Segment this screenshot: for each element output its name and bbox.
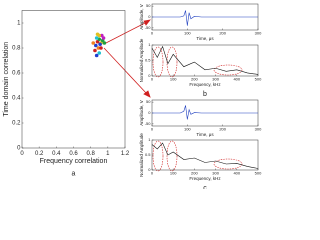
y-axis-label: Amplitude, V bbox=[139, 100, 144, 126]
x-tick-label: 400 bbox=[233, 77, 240, 82]
line bbox=[152, 105, 258, 120]
y-axis-label: Amplitude, V bbox=[139, 4, 144, 30]
y-tick-label: -50 bbox=[145, 25, 152, 30]
y-axis-label: Normalized Amplitude bbox=[139, 133, 144, 177]
point bbox=[94, 36, 99, 40]
x-tick-label: 300 bbox=[255, 31, 262, 36]
x-axis-label: Frequency correlation bbox=[40, 158, 108, 165]
y-tick-label: 0 bbox=[148, 110, 151, 115]
x-tick-label: 300 bbox=[212, 77, 219, 82]
y-tick-label: 0.5 bbox=[145, 58, 151, 63]
x-tick-label: 300 bbox=[212, 171, 219, 176]
plot-frame bbox=[21, 10, 126, 149]
x-tick-label: 0.2 bbox=[35, 151, 44, 157]
y-tick-label: 0 bbox=[17, 146, 21, 152]
y-axis-label: Time domain correlation bbox=[3, 42, 10, 117]
x-tick-label: 0.4 bbox=[52, 151, 61, 157]
x-tick-label: 200 bbox=[191, 171, 198, 176]
x-axis-label: Time, μs bbox=[196, 36, 214, 41]
x-tick-label: 0.8 bbox=[86, 151, 95, 157]
y-tick-label: 50 bbox=[146, 99, 151, 104]
point bbox=[97, 33, 102, 38]
point bbox=[101, 36, 106, 40]
x-tick-label: 500 bbox=[255, 171, 262, 176]
x-tick-label: 0 bbox=[20, 151, 24, 157]
panel-label: c bbox=[203, 185, 207, 189]
y-tick-label: 1 bbox=[148, 42, 151, 47]
x-axis-label: Frequency, kHz bbox=[189, 82, 221, 87]
line bbox=[151, 45, 259, 75]
y-tick-label: -50 bbox=[145, 121, 152, 126]
point bbox=[94, 43, 98, 48]
point bbox=[99, 46, 103, 50]
panel-label: a bbox=[72, 170, 76, 177]
point bbox=[98, 42, 102, 47]
y-tick-label: 0 bbox=[148, 167, 151, 172]
x-tick-label: 100 bbox=[170, 171, 177, 176]
highlight-ellipses bbox=[152, 46, 243, 172]
y-tick-label: 0.5 bbox=[145, 152, 151, 157]
x-tick-label: 200 bbox=[219, 31, 226, 36]
x-tick-label: 0 bbox=[151, 171, 154, 176]
panel-label: b bbox=[203, 91, 207, 98]
x-tick-label: 400 bbox=[233, 171, 240, 176]
x-tick-label: 300 bbox=[255, 127, 262, 132]
y-tick-label: 1 bbox=[148, 137, 151, 142]
x-tick-label: 1.2 bbox=[121, 151, 130, 157]
y-tick-label: 0.6 bbox=[12, 71, 21, 77]
point bbox=[93, 48, 97, 53]
y-tick-label: 0.8 bbox=[12, 46, 21, 52]
point bbox=[96, 46, 101, 50]
y-tick-label: 50 bbox=[146, 3, 151, 8]
x-tick-label: 200 bbox=[191, 77, 198, 82]
x-tick-label: 100 bbox=[170, 77, 177, 82]
x-tick-label: 500 bbox=[255, 77, 262, 82]
line bbox=[152, 10, 258, 26]
x-axis-label: Frequency, kHz bbox=[189, 176, 221, 181]
x-tick-label: 0 bbox=[151, 31, 154, 36]
x-tick-label: 0 bbox=[151, 127, 154, 132]
point bbox=[94, 53, 99, 58]
arrows bbox=[103, 19, 151, 98]
y-tick-label: 0 bbox=[148, 14, 151, 19]
x-tick-label: 100 bbox=[184, 31, 191, 36]
figure: 0 0.2 0.4 0.6 0.8 1 1.200.20.40.60.81Frequency… bbox=[3, 3, 262, 189]
y-axis-label: Normalized Amplitude bbox=[139, 38, 144, 82]
y-tick-label: 0.4 bbox=[12, 96, 21, 102]
point bbox=[102, 41, 107, 45]
line bbox=[151, 142, 259, 169]
point bbox=[91, 41, 96, 45]
x-tick-label: 1 bbox=[106, 151, 110, 157]
x-axis-label: Time, μs bbox=[196, 132, 214, 137]
x-tick-label: 100 bbox=[184, 127, 191, 132]
y-tick-label: 0.2 bbox=[12, 121, 21, 127]
point bbox=[97, 51, 102, 55]
y-tick-label: 0 bbox=[148, 73, 151, 78]
y-tick-label: 1 bbox=[17, 21, 21, 27]
x-tick-label: 0 bbox=[151, 77, 154, 82]
x-tick-label: 0.6 bbox=[69, 151, 78, 157]
x-tick-label: 200 bbox=[219, 127, 226, 132]
